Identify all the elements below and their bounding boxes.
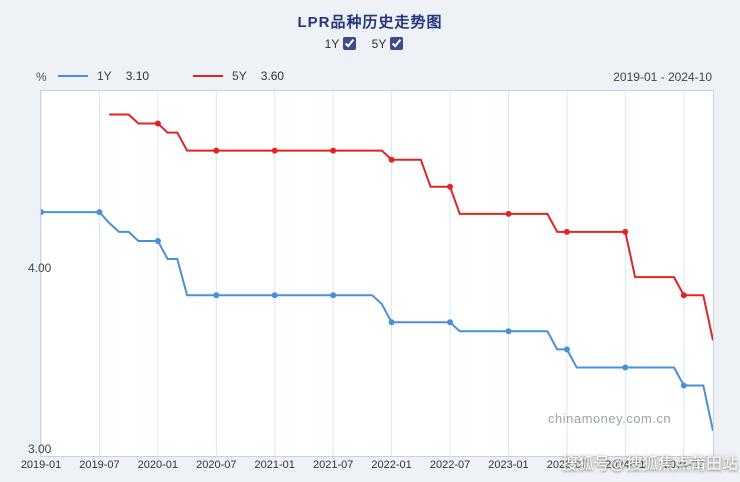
- toggle-checkbox-1y[interactable]: [343, 37, 357, 50]
- x-axis-label: 2024-01: [605, 459, 646, 471]
- plot-area: 4.00 3.00: [28, 90, 714, 457]
- series-marker-1y: [622, 364, 629, 371]
- series-marker-1y: [505, 328, 512, 335]
- x-axis-label: 2019-01: [20, 459, 62, 471]
- series-marker-5y: [563, 228, 570, 235]
- series-marker-1y: [41, 209, 44, 216]
- series-marker-5y: [154, 120, 161, 127]
- trend-chart-svg: [41, 91, 713, 456]
- chinamoney-watermark: chinamoney.com.cn: [548, 411, 672, 426]
- legend-value-1y: 3.10: [125, 69, 150, 83]
- x-axis-label: 2023-07: [546, 459, 588, 471]
- series-marker-1y: [388, 319, 395, 326]
- x-axis-label: 2021-01: [254, 459, 295, 471]
- x-axis-label: 2023-01: [488, 459, 529, 471]
- x-axis-label: 2019-07: [79, 459, 120, 471]
- chart-legend: 1Y 3.10 5Y 3.60: [58, 68, 328, 84]
- series-marker-1y: [680, 382, 687, 389]
- toggle-label-5y: 5Y: [371, 37, 387, 51]
- legend-label-1y: 1Y: [97, 69, 112, 83]
- sohu-overlay-watermark: 搜狐号@搜狐焦点莆田站: [561, 456, 738, 473]
- series-toggle-group: 1Y 5Y: [0, 36, 740, 52]
- series-marker-5y: [388, 156, 395, 163]
- legend-line-swatch-1y: [58, 75, 88, 77]
- series-marker-1y: [447, 319, 453, 326]
- series-marker-5y: [271, 147, 278, 154]
- series-marker-1y: [271, 292, 278, 299]
- series-line-5y: [109, 113, 713, 341]
- date-range-label: 2019-01 - 2024-10: [613, 70, 712, 84]
- x-axis-label: 2022-07: [429, 459, 471, 471]
- series-marker-5y: [505, 210, 512, 217]
- series-marker-5y: [680, 292, 687, 299]
- series-marker-5y: [330, 147, 337, 154]
- legend-value-5y: 3.60: [260, 69, 285, 83]
- x-axis-label: 2022-01: [371, 459, 412, 471]
- chart-meta-row: % 1Y 3.10 5Y 3.60 2019-01 - 2024-10: [28, 68, 712, 84]
- x-axis-label: 2020-07: [196, 459, 237, 471]
- toggle-label-1y: 1Y: [324, 37, 340, 51]
- x-axis: 2019-01 2019-07 2020-01 2020-07 2021-01 2021-…: [21, 459, 713, 473]
- series-marker-5y: [213, 147, 220, 154]
- legend-label-5y: 5Y: [232, 69, 247, 83]
- x-axis-label: 2021-07: [312, 459, 354, 471]
- series-marker-1y: [96, 209, 103, 216]
- series-marker-1y: [213, 292, 220, 299]
- y-axis-unit-label: %: [36, 70, 47, 84]
- series-marker-5y: [622, 228, 629, 235]
- x-axis-label: 2024-07: [663, 459, 704, 471]
- toggle-checkbox-5y[interactable]: [390, 37, 404, 50]
- series-line-1y: [41, 211, 713, 431]
- series-marker-1y: [563, 346, 570, 353]
- series-marker-1y: [154, 238, 161, 244]
- series-marker-1y: [330, 292, 337, 299]
- series-marker-5y: [447, 183, 453, 190]
- y-axis-label: 4.00: [28, 261, 52, 276]
- y-axis-label: 3.00: [28, 441, 52, 456]
- legend-line-swatch-5y: [193, 75, 224, 77]
- x-axis-label: 2020-01: [137, 459, 179, 471]
- page-title: LPR品种历史走势图: [297, 14, 443, 31]
